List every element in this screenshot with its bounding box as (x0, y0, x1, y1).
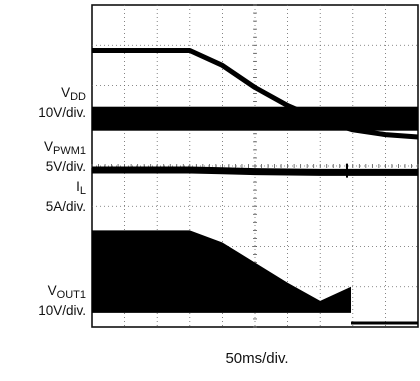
vdd-trace (92, 48, 419, 140)
vout1-label: VOUT1 10V/div. (38, 283, 86, 318)
vout1-trace (92, 230, 351, 313)
vpwm1-scale: 5V/div. (45, 159, 86, 174)
vdd-scale: 10V/div. (38, 105, 86, 120)
il-label: IL 5A/div. (45, 179, 86, 214)
vpwm1-trace (92, 106, 418, 131)
il-trace (92, 166, 418, 176)
vdd-label: VDD 10V/div. (38, 85, 86, 120)
vout1-scale: 10V/div. (38, 303, 86, 318)
il-scale: 5A/div. (45, 199, 86, 214)
vpwm1-label: VPWM1 5V/div. (43, 139, 86, 174)
traces (92, 48, 419, 325)
x-axis-label: 50ms/div. (225, 350, 289, 367)
